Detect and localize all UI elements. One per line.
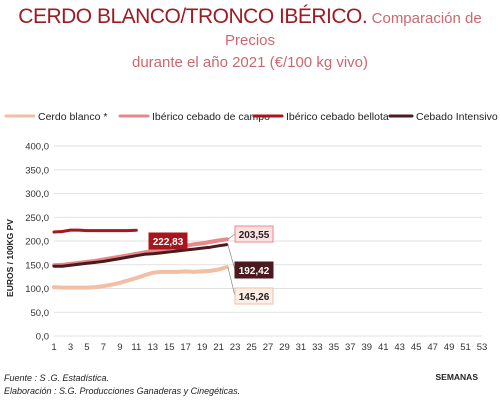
x-tick-label: 1: [51, 342, 56, 353]
x-tick-label: 27: [263, 342, 274, 353]
data-labels: 145,26 203,55 222,83 192,42: [148, 225, 274, 305]
y-axis: 0,0 50,0 100,0 150,0 200,0 250,0 300,0 350,0 400…: [25, 142, 49, 343]
legend-label: Cebado Intensivo: [416, 111, 498, 123]
x-tick-label: 9: [117, 342, 122, 353]
data-label-box: [148, 232, 188, 250]
legend-label: Ibérico cebado de campo: [152, 111, 270, 123]
y-tick-label: 400,0: [25, 142, 49, 153]
label-leader-line: [227, 244, 236, 271]
x-tick-label: 35: [329, 342, 340, 353]
y-tick-label: 300,0: [25, 189, 49, 200]
x-axis-label: SEMANAS: [435, 372, 478, 382]
chart-subtitle-line2: durante el año 2021 (€/100 kg vivo): [132, 54, 368, 71]
x-tick-label: 15: [164, 342, 175, 353]
chart-title-block: CERDO BLANCO/TRONCO IBÉRICO. Comparación…: [0, 6, 500, 74]
elaboration-note: Elaboración : S.G. Producciones Ganadera…: [4, 386, 241, 396]
y-tick-label: 150,0: [25, 260, 49, 271]
data-label-box: [234, 287, 274, 305]
x-tick-label: 49: [444, 342, 455, 353]
y-tick-label: 100,0: [25, 284, 49, 295]
y-axis-label: EUROS / 100KG PV: [5, 219, 15, 297]
x-tick-label: 45: [411, 342, 422, 353]
source-note: Fuente : S .G. Estadística.: [4, 373, 110, 383]
x-tick-label: 47: [427, 342, 438, 353]
x-tick-label: 5: [84, 342, 89, 353]
series-line-4: [52, 243, 229, 268]
legend-label: Cerdo blanco *: [38, 111, 107, 123]
data-label: 192,42: [239, 266, 270, 277]
y-tick-label: 50,0: [31, 308, 50, 319]
x-tick-label: 53: [477, 342, 488, 353]
x-tick-label: 43: [394, 342, 405, 353]
x-tick-label: 7: [101, 342, 106, 353]
legend-label: Ibérico cebado bellota: [286, 111, 389, 123]
series-line-3: [52, 228, 138, 234]
data-label-box: [234, 225, 274, 243]
x-tick-label: 51: [460, 342, 471, 353]
y-tick-label: 250,0: [25, 213, 49, 224]
y-tick-label: 350,0: [25, 165, 49, 176]
x-tick-label: 17: [180, 342, 191, 353]
chart-subtitle-line1: Comparación de Precios: [224, 10, 482, 49]
y-tick-label: 200,0: [25, 237, 49, 248]
x-tick-label: 37: [345, 342, 356, 353]
x-tick-label: 11: [131, 342, 141, 353]
data-label: 222,83: [153, 237, 184, 248]
series-line-2: [52, 237, 229, 268]
data-label: 203,55: [239, 230, 270, 241]
x-tick-label: 31: [296, 342, 307, 353]
series-line-1: [52, 265, 229, 290]
x-tick-label: 13: [147, 342, 158, 353]
x-tick-label: 19: [197, 342, 208, 353]
chart-legend: Cerdo blanco * Ibérico cebado de campo Ibé…: [4, 111, 498, 123]
data-label-box: [234, 261, 274, 279]
y-tick-label: 0,0: [36, 332, 49, 343]
chart-title: CERDO BLANCO/TRONCO IBÉRICO.: [18, 5, 368, 28]
label-leader-line: [227, 266, 236, 297]
label-leader-line: [227, 233, 236, 240]
x-tick-label: 41: [378, 342, 389, 353]
x-tick-label: 21: [213, 342, 224, 353]
chart-series: [52, 228, 229, 290]
x-tick-label: 33: [312, 342, 323, 353]
data-label: 145,26: [239, 292, 270, 303]
x-tick-label: 39: [361, 342, 372, 353]
x-axis: 1 3 5 7 9 11 13 15 17 19 21 23 25 27 29 31 33 35 37 39 41 43 4…: [51, 342, 487, 353]
x-tick-label: 3: [68, 342, 73, 353]
x-tick-label: 23: [230, 342, 241, 353]
x-tick-label: 25: [246, 342, 257, 353]
x-tick-label: 29: [279, 342, 290, 353]
